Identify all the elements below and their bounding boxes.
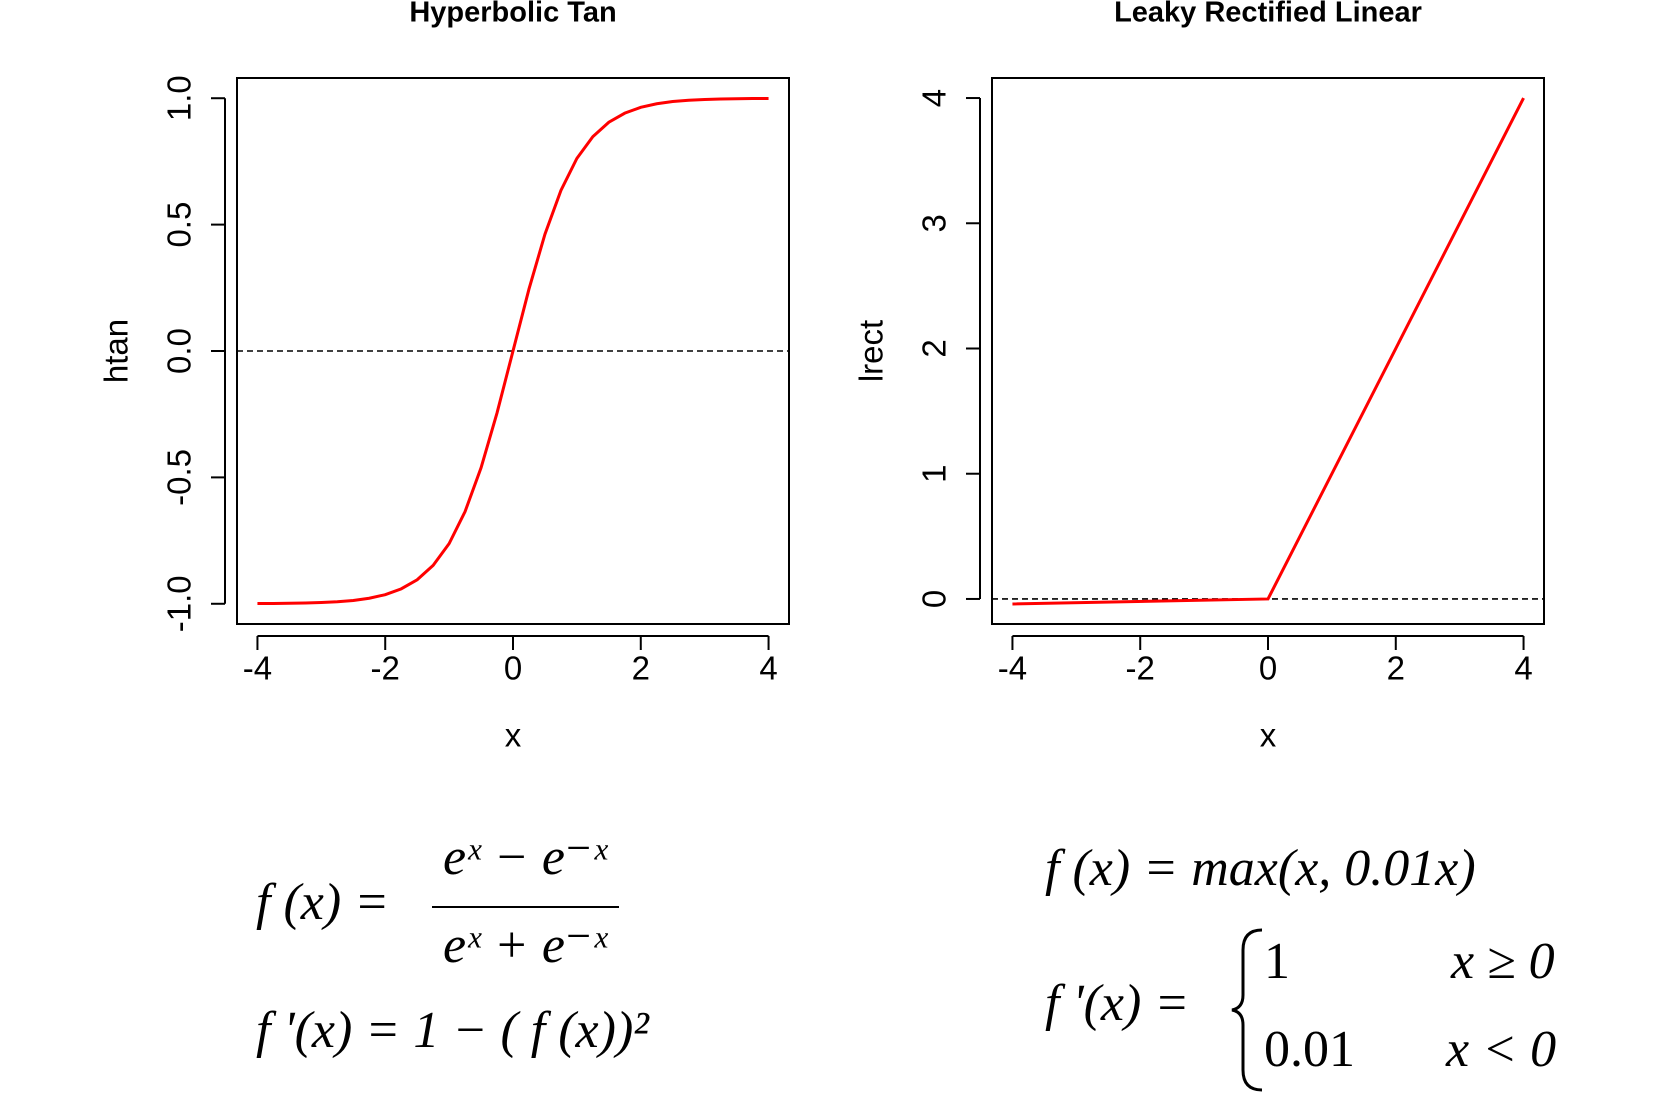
case-condition: x ≥ 0	[1450, 933, 1555, 990]
x-tick-label: 4	[759, 650, 777, 687]
case-value: 0.01	[1264, 1021, 1355, 1078]
equation-lhs: f (x) =	[256, 874, 389, 931]
equation-derivative-lhs: f '(x) =	[1045, 975, 1189, 1032]
x-tick-label: -4	[998, 650, 1027, 687]
equation-numerator: eˣ − e⁻ˣ	[443, 829, 608, 886]
y-tick-label: 1.0	[161, 75, 198, 121]
brace	[1231, 928, 1263, 1092]
case-value: 1	[1264, 933, 1290, 990]
data-line	[257, 96, 769, 606]
y-tick-label: -0.5	[161, 449, 198, 506]
chart-panel: Hyperbolic Tan x htan -4 -2 0 2 4 -1.0 -0.5 0.0 0.5…	[98, 0, 790, 754]
plot-frame	[991, 77, 1545, 625]
y-tick-label: 0	[916, 590, 953, 608]
equation-denominator: eˣ + e⁻ˣ	[443, 917, 608, 974]
y-tick-label: 0.5	[161, 202, 198, 248]
equations: f (x) = eˣ − e⁻ˣ eˣ + e⁻ˣ f '(x) = 1 − (…	[256, 829, 1556, 1092]
x-tick-label: 4	[1514, 650, 1532, 687]
y-tick-label: -1.0	[161, 575, 198, 632]
x-tick-label: 2	[632, 650, 650, 687]
x-tick-label: 0	[1259, 650, 1277, 687]
x-axis-label: x	[505, 717, 522, 754]
chart-panel: Leaky Rectified Linear x lrect -4 -2 0 2 4 0 1 2 3 4	[853, 0, 1545, 754]
chart-title: Hyperbolic Tan	[409, 0, 616, 29]
x-tick-label: -2	[371, 650, 400, 687]
equation-function: f (x) = max(x, 0.01x)	[1045, 840, 1476, 897]
data-line	[1012, 97, 1525, 606]
y-tick-label: 4	[916, 89, 953, 107]
case-condition: x < 0	[1445, 1021, 1556, 1078]
x-axis-label: x	[1260, 717, 1277, 754]
y-tick-label: 1	[916, 465, 953, 483]
x-tick-label: 0	[504, 650, 522, 687]
chart-title: Leaky Rectified Linear	[1114, 0, 1422, 29]
x-tick-label: 2	[1387, 650, 1405, 687]
x-tick-label: -4	[243, 650, 272, 687]
y-axis-label: lrect	[853, 320, 890, 382]
y-tick-label: 3	[916, 214, 953, 232]
y-tick-label: 0.0	[161, 328, 198, 374]
x-tick-label: -2	[1126, 650, 1155, 687]
y-tick-label: 2	[916, 339, 953, 357]
equation-derivative: f '(x) = 1 − ( f (x))²	[256, 1002, 650, 1059]
y-axis-label: htan	[98, 319, 135, 383]
